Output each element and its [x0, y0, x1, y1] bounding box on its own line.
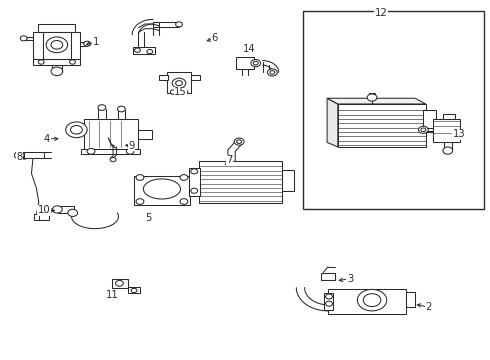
Bar: [321, 273, 335, 280]
Bar: [159, 75, 168, 80]
Bar: [24, 152, 44, 158]
Text: 1: 1: [93, 37, 99, 47]
Circle shape: [172, 78, 186, 88]
Bar: [443, 114, 455, 119]
Circle shape: [118, 106, 125, 112]
Circle shape: [170, 90, 176, 94]
Bar: [33, 59, 80, 65]
Text: 12: 12: [374, 8, 387, 18]
Circle shape: [234, 138, 244, 145]
Circle shape: [253, 61, 258, 65]
Circle shape: [66, 122, 87, 138]
Circle shape: [126, 148, 134, 154]
Circle shape: [191, 188, 197, 193]
Text: 7: 7: [226, 155, 233, 165]
Text: 2: 2: [425, 302, 431, 312]
Circle shape: [98, 105, 106, 111]
Circle shape: [110, 157, 116, 162]
Circle shape: [180, 199, 188, 204]
Polygon shape: [327, 98, 426, 104]
Text: 13: 13: [453, 129, 466, 139]
Bar: [324, 293, 333, 310]
Circle shape: [251, 59, 261, 67]
Circle shape: [51, 41, 63, 49]
Bar: [128, 287, 140, 293]
Bar: [338, 104, 426, 147]
Circle shape: [20, 36, 27, 41]
Bar: [58, 206, 74, 213]
Text: 15: 15: [174, 87, 187, 97]
Text: 11: 11: [106, 291, 119, 301]
Bar: [167, 72, 191, 93]
Circle shape: [68, 209, 77, 216]
Circle shape: [367, 94, 377, 101]
Circle shape: [363, 294, 381, 307]
Circle shape: [87, 148, 95, 154]
Circle shape: [14, 152, 24, 159]
Bar: [198, 161, 282, 203]
Text: 3: 3: [347, 274, 353, 284]
Bar: [189, 168, 199, 197]
Bar: [34, 214, 49, 220]
Circle shape: [191, 169, 197, 174]
Text: 14: 14: [243, 44, 255, 54]
Circle shape: [357, 289, 387, 311]
Circle shape: [421, 128, 426, 132]
Circle shape: [270, 71, 275, 74]
Bar: [138, 130, 152, 139]
Circle shape: [52, 206, 62, 213]
Circle shape: [135, 48, 141, 52]
Polygon shape: [327, 98, 338, 147]
Bar: [134, 176, 190, 205]
Circle shape: [70, 60, 75, 64]
Circle shape: [182, 90, 188, 94]
Circle shape: [175, 81, 182, 86]
Text: 6: 6: [212, 33, 218, 43]
Circle shape: [443, 147, 453, 154]
Circle shape: [147, 49, 153, 54]
Circle shape: [175, 22, 182, 27]
Circle shape: [51, 67, 63, 76]
Text: 5: 5: [145, 213, 151, 222]
Circle shape: [38, 60, 44, 64]
Bar: [43, 32, 71, 59]
Bar: [84, 119, 138, 149]
Bar: [423, 110, 436, 131]
Circle shape: [131, 288, 137, 293]
Text: 4: 4: [44, 134, 50, 144]
Bar: [406, 292, 415, 307]
Bar: [133, 46, 155, 54]
Bar: [328, 289, 406, 315]
Bar: [236, 57, 254, 69]
Bar: [303, 12, 485, 209]
Circle shape: [71, 126, 82, 134]
Bar: [112, 279, 128, 288]
Bar: [38, 24, 75, 32]
Bar: [433, 119, 460, 142]
Circle shape: [136, 175, 144, 180]
Bar: [33, 32, 44, 59]
Circle shape: [180, 175, 188, 180]
Ellipse shape: [144, 179, 180, 199]
Bar: [282, 170, 294, 191]
Circle shape: [326, 294, 332, 299]
Text: 8: 8: [16, 152, 23, 162]
Circle shape: [326, 301, 332, 306]
Bar: [70, 32, 80, 59]
Text: 10: 10: [37, 206, 50, 216]
Text: 9: 9: [128, 141, 135, 151]
Circle shape: [418, 126, 428, 134]
Circle shape: [84, 41, 91, 46]
Circle shape: [136, 199, 144, 204]
Circle shape: [116, 280, 123, 286]
Bar: [191, 75, 200, 80]
Circle shape: [268, 69, 277, 76]
Bar: [81, 149, 140, 154]
Circle shape: [46, 37, 68, 53]
Circle shape: [237, 140, 242, 143]
